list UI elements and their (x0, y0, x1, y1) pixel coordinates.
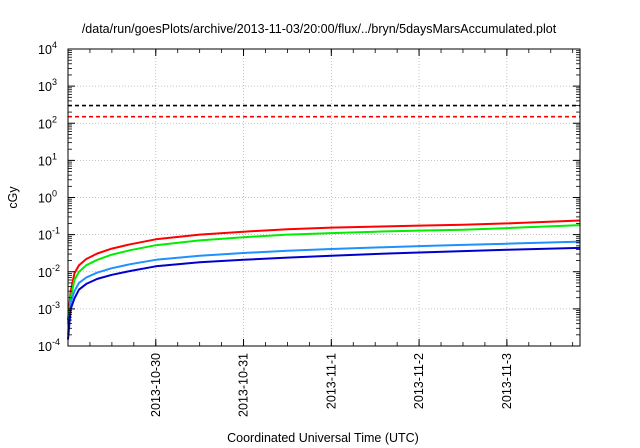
x-tick-label: 2013-11-3 (500, 353, 514, 409)
y-tick-label: 10 -1 (38, 226, 60, 243)
y-tick-label-base: 10 (38, 229, 52, 243)
x-tick-label: 2013-10-30 (149, 353, 163, 417)
y-tick-label: 10 3 (38, 77, 57, 94)
y-tick-label-base: 10 (38, 117, 52, 131)
y-tick-label-exponent: -4 (52, 337, 60, 347)
x-tick-label: 2013-11-1 (324, 353, 338, 409)
grid (68, 49, 580, 346)
x-axis-ticks: 2013-10-30 2013-10-31 2013-11-1 2013-11-2 20… (67, 49, 574, 417)
series-line (67, 240, 581, 335)
series-lines (67, 219, 581, 340)
y-tick-label-base: 10 (38, 266, 52, 280)
y-tick-label: 10 -3 (38, 300, 60, 317)
y-tick-label-exponent: 4 (52, 40, 57, 50)
y-tick-label-base: 10 (38, 80, 52, 94)
threshold-lines (68, 104, 580, 118)
y-tick-label-base: 10 (38, 192, 52, 206)
y-tick-label-exponent: -3 (52, 300, 60, 310)
x-tick-label: 2013-11-2 (412, 353, 426, 409)
series-line (67, 219, 581, 321)
y-tick-label-exponent: 3 (52, 77, 57, 87)
series-line (67, 246, 581, 340)
y-tick-label: 10 0 (38, 189, 57, 206)
y-tick-label: 10 -2 (38, 263, 60, 280)
x-axis-label: Coordinated Universal Time (UTC) (227, 431, 419, 445)
chart-title: /data/run/goesPlots/archive/2013-11-03/2… (82, 22, 557, 36)
y-tick-label: 10 2 (38, 114, 57, 131)
y-tick-label-exponent: 2 (52, 114, 57, 124)
y-tick-label: 10 1 (38, 151, 57, 168)
y-tick-label-base: 10 (38, 43, 52, 57)
series-line (67, 224, 581, 324)
y-tick-label-exponent: -1 (52, 226, 60, 236)
y-axis-label: cGy (6, 186, 20, 209)
y-tick-label-base: 10 (38, 340, 52, 354)
y-tick-label-exponent: 0 (52, 189, 57, 199)
y-tick-label: 10 4 (38, 40, 57, 57)
y-tick-label-base: 10 (38, 154, 52, 168)
x-tick-label: 2013-10-31 (237, 353, 251, 417)
y-tick-label-base: 10 (38, 303, 52, 317)
y-tick-label-exponent: -2 (52, 263, 60, 273)
y-tick-label: 10 -4 (38, 337, 60, 354)
y-tick-label-exponent: 1 (52, 151, 57, 161)
